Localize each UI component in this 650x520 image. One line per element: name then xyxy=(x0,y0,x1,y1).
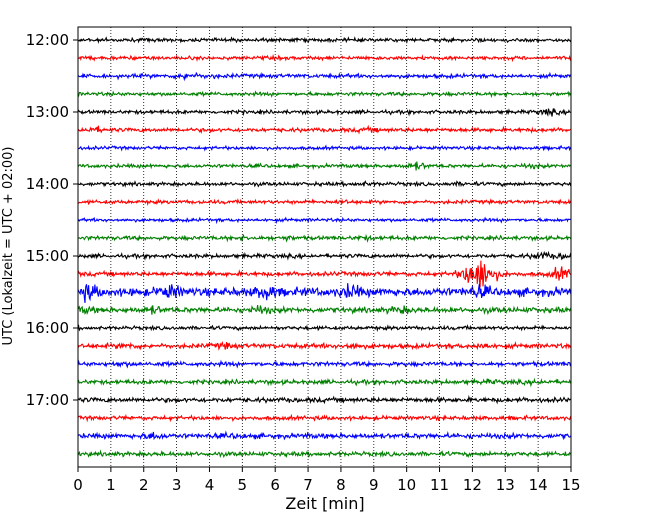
seismic-trace-1400 xyxy=(77,180,572,188)
seismic-trace-1215 xyxy=(77,53,572,63)
seismic-trace-1600 xyxy=(77,324,572,333)
seismic-trace-1300 xyxy=(77,107,572,117)
plot-frame xyxy=(77,26,572,468)
x-tick-label-2: 2 xyxy=(139,476,149,494)
minute-grid xyxy=(110,27,539,467)
seismic-trace-1245 xyxy=(77,90,572,99)
x-tick-label-4: 4 xyxy=(205,476,215,494)
x-tick-label-10: 10 xyxy=(397,476,416,494)
x-tick-label-5: 5 xyxy=(238,476,248,494)
y-tick-label-1600: 16:00 xyxy=(26,319,69,337)
seismic-trace-1415 xyxy=(77,198,572,207)
x-tick-label-14: 14 xyxy=(529,476,548,494)
seismic-trace-1715 xyxy=(77,413,572,423)
x-tick-label-9: 9 xyxy=(369,476,379,494)
y-axis-label: UTC (Lokalzeit = UTC + 02:00) xyxy=(1,147,16,346)
x-tick-label-3: 3 xyxy=(172,476,182,494)
seismic-trace-1700 xyxy=(77,394,572,405)
seismic-trace-1730 xyxy=(77,430,572,441)
x-tick-label-11: 11 xyxy=(430,476,449,494)
seismic-trace-1430 xyxy=(77,216,572,225)
seismic-trace-1330 xyxy=(78,144,572,152)
y-tick-label-1700: 17:00 xyxy=(26,391,69,409)
seismic-trace-1200 xyxy=(77,36,572,44)
seismic-trace-1345 xyxy=(77,161,572,171)
x-axis-label: Zeit [min] xyxy=(285,494,364,513)
y-tick-label-1400: 14:00 xyxy=(26,175,69,193)
seismic-trace-1545 xyxy=(77,304,572,316)
seismic-trace-1515 xyxy=(77,260,572,288)
y-tick-label-1200: 12:00 xyxy=(26,31,69,49)
x-tick-label-7: 7 xyxy=(303,476,313,494)
x-tick-label-15: 15 xyxy=(561,476,580,494)
seismic-trace-1445 xyxy=(78,233,572,243)
seismic-trace-1630 xyxy=(77,359,572,369)
seismic-trace-1645 xyxy=(77,377,572,388)
x-tick-label-0: 0 xyxy=(73,476,83,494)
y-ticks: 12:00 13:00 14:00 15:00 16:00 17:00 xyxy=(26,31,78,409)
y-tick-label-1500: 15:00 xyxy=(26,247,69,265)
seismic-trace-1230 xyxy=(77,71,572,82)
x-tick-label-12: 12 xyxy=(463,476,482,494)
x-tick-label-6: 6 xyxy=(270,476,280,494)
seismic-trace-1500 xyxy=(77,250,572,261)
x-tick-label-1: 1 xyxy=(106,476,116,494)
seismic-trace-1615 xyxy=(77,340,572,351)
x-tick-label-8: 8 xyxy=(336,476,346,494)
seismic-trace-1745 xyxy=(77,449,572,459)
x-ticks: 0 1 2 3 4 5 6 7 8 9 10 11 12 13 14 15 xyxy=(73,467,581,494)
y-tick-label-1300: 13:00 xyxy=(26,103,69,121)
trace-group xyxy=(77,36,572,459)
x-tick-label-13: 13 xyxy=(496,476,515,494)
seismic-trace-1530 xyxy=(77,283,572,303)
seismic-trace-1315 xyxy=(77,124,572,135)
